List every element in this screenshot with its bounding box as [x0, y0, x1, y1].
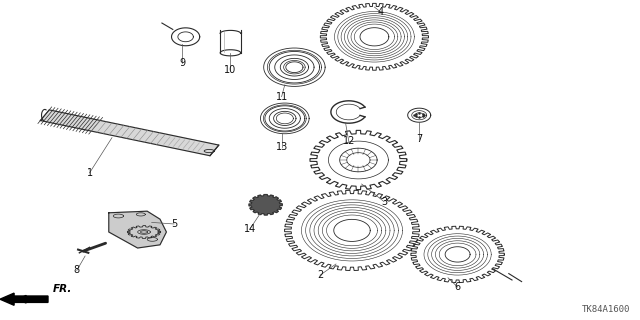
- Text: 14: 14: [243, 224, 256, 235]
- Polygon shape: [109, 211, 166, 248]
- Polygon shape: [249, 195, 282, 215]
- Text: 13: 13: [275, 142, 288, 152]
- Text: 9: 9: [179, 58, 186, 68]
- Text: 1: 1: [86, 168, 93, 178]
- Text: 4: 4: [378, 7, 384, 17]
- Text: TK84A1600: TK84A1600: [582, 305, 630, 314]
- Text: FR.: FR.: [52, 284, 72, 294]
- Text: 12: 12: [342, 136, 355, 147]
- Text: 7: 7: [416, 134, 422, 144]
- Text: 2: 2: [317, 270, 323, 280]
- Text: 10: 10: [224, 65, 237, 75]
- Text: 8: 8: [74, 265, 80, 276]
- Text: 3: 3: [381, 196, 387, 207]
- Text: 5: 5: [171, 219, 177, 229]
- Text: 6: 6: [454, 282, 461, 292]
- FancyArrow shape: [0, 293, 48, 305]
- Polygon shape: [40, 110, 219, 156]
- Text: 11: 11: [275, 92, 288, 102]
